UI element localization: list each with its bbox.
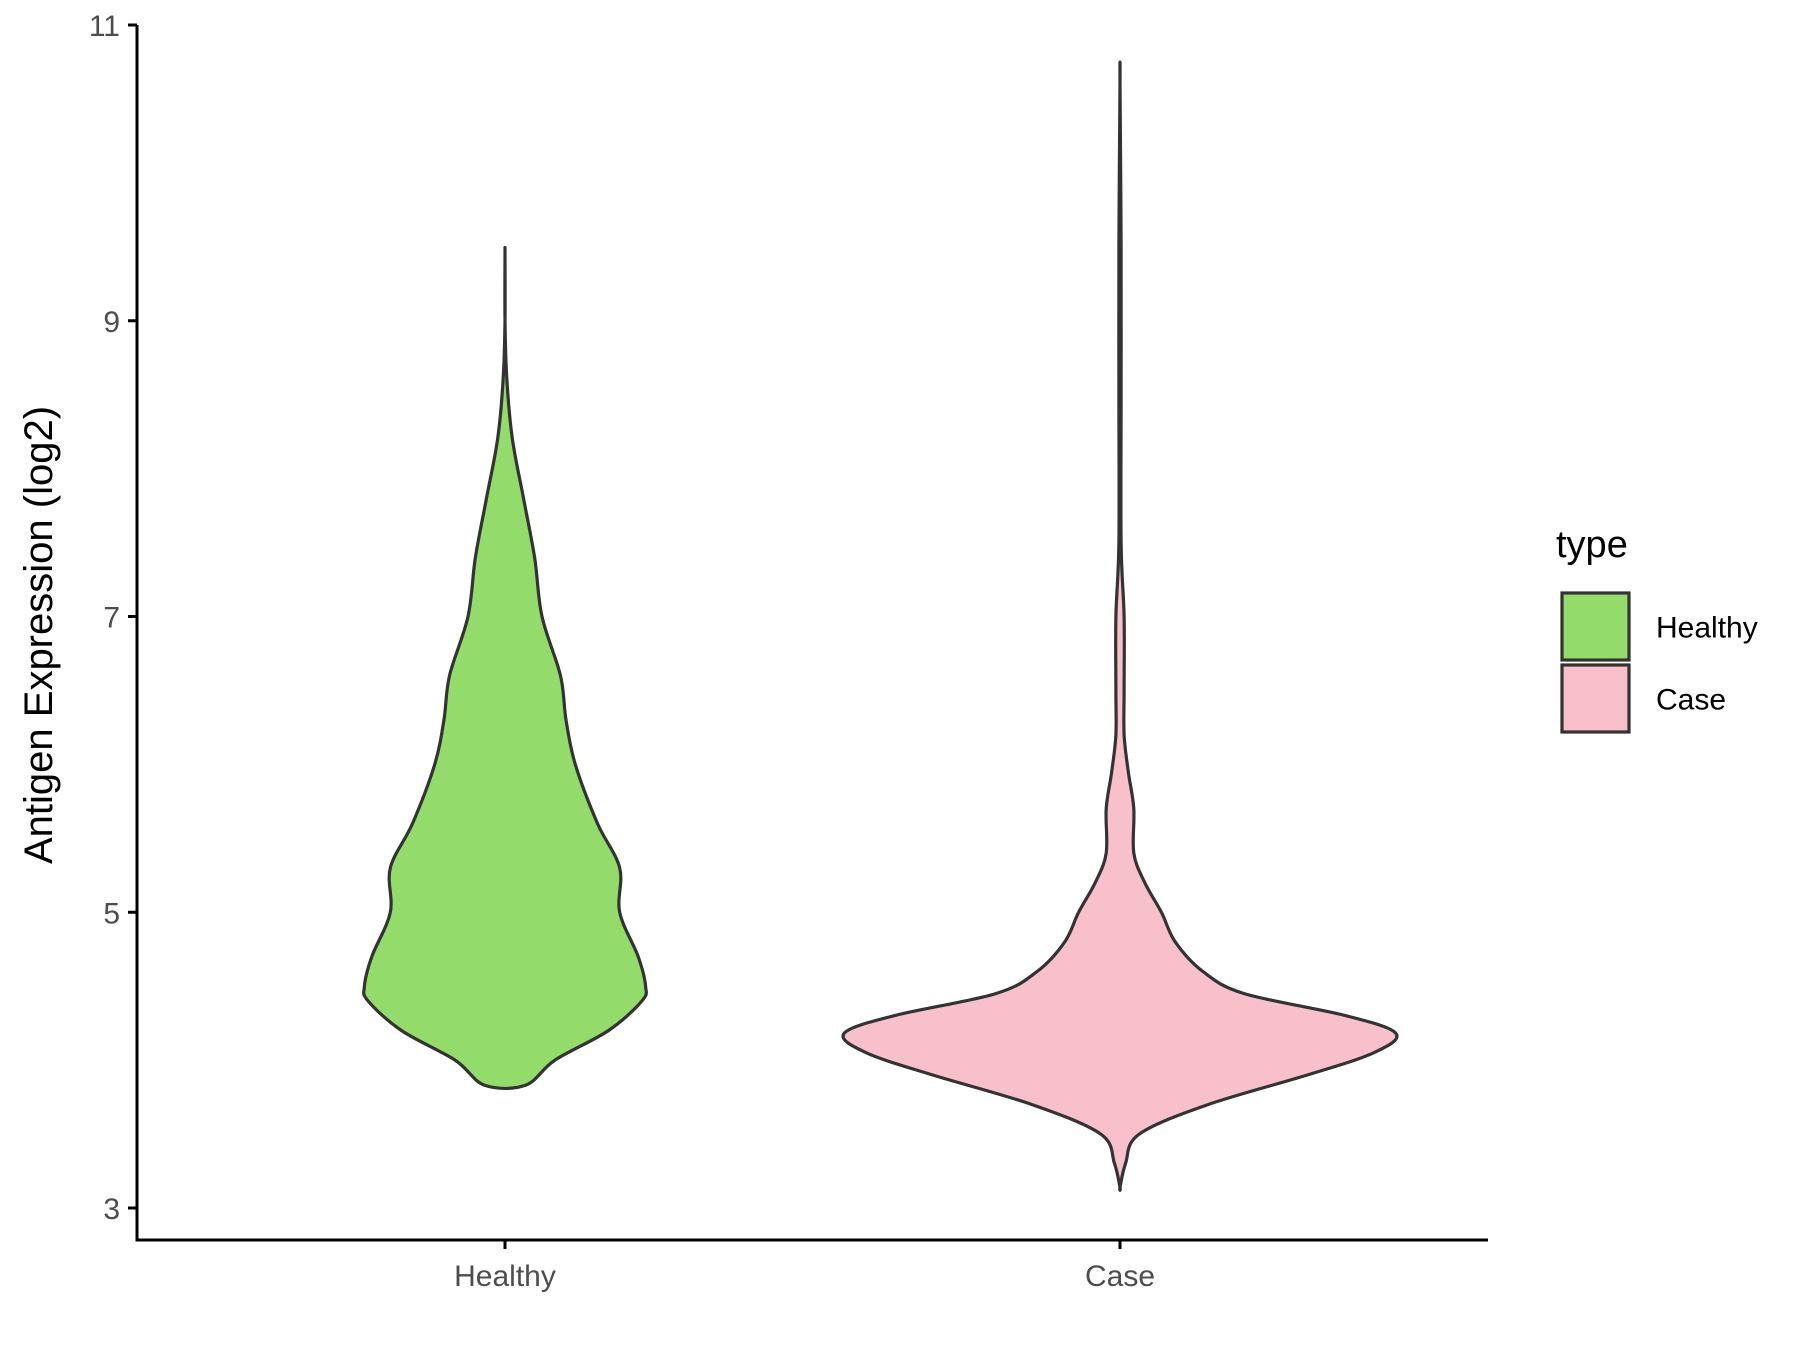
y-axis-title: Antigen Expression (log2) [17, 406, 61, 864]
x-tick-label-case: Case [1085, 1260, 1155, 1293]
plot-area [362, 60, 1399, 1192]
violin-healthy [362, 245, 648, 1091]
y-tick-label: 11 [89, 10, 120, 43]
legend-key-case [1560, 663, 1631, 734]
legend-key-healthy [1560, 591, 1631, 662]
y-tick-label: 3 [103, 1193, 120, 1226]
axes: 3 5 7 9 11 Healthy Case [89, 10, 1488, 1293]
legend-label-healthy: Healthy [1656, 612, 1758, 645]
legend-title: type [1556, 524, 1628, 566]
y-tick-label: 7 [103, 602, 120, 635]
x-tick-label-healthy: Healthy [454, 1260, 556, 1293]
legend-label-case: Case [1656, 684, 1726, 717]
y-tick-label: 5 [103, 897, 120, 930]
y-tick-label: 9 [103, 306, 120, 339]
violin-case [841, 60, 1399, 1192]
legend: type Healthy Case [1556, 524, 1758, 734]
